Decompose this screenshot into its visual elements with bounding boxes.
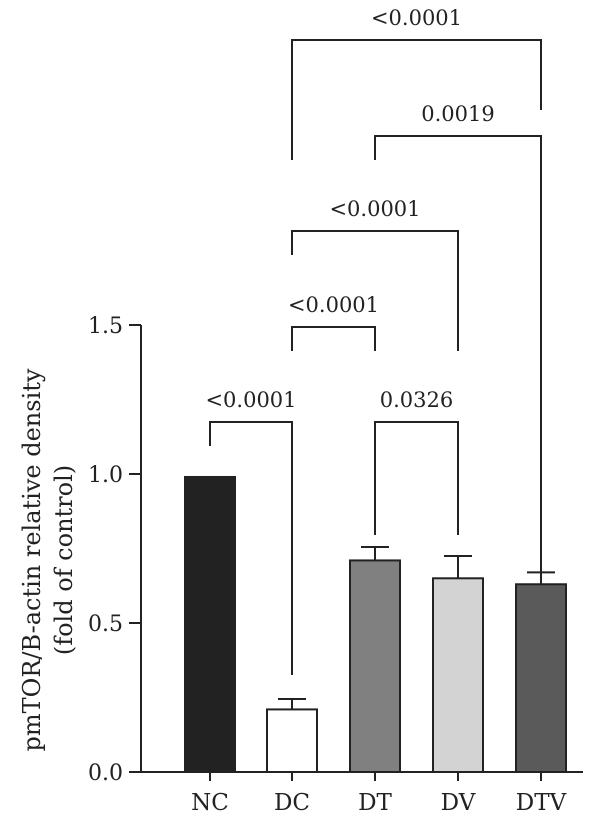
bar-dc	[266, 708, 318, 773]
x-tick-label: DC	[274, 790, 310, 816]
p-value-label: <0.0001	[288, 293, 379, 317]
y-axis-title-line2: (fold of control)	[50, 465, 78, 655]
p-value-label: <0.0001	[205, 388, 296, 412]
y-tick-label: 0.0	[88, 761, 123, 786]
significance-bracket	[374, 135, 542, 582]
bar-dt	[349, 559, 401, 773]
y-axis: 0.0 0.5 1.0 1.5	[88, 314, 142, 786]
x-tick-label: DV	[441, 790, 476, 816]
significance-bracket	[209, 421, 293, 675]
x-axis: NC DC DT DV DTV	[141, 771, 583, 816]
p-value-label: 0.0019	[421, 102, 494, 126]
p-value-label: <0.0001	[329, 197, 420, 221]
significance-bracket	[291, 39, 542, 160]
p-value-label: <0.0001	[371, 6, 462, 30]
bar-nc	[184, 475, 236, 773]
x-tick-label: DT	[358, 790, 392, 816]
error-bars	[278, 546, 555, 710]
bar-dtv	[515, 583, 567, 774]
bars	[184, 475, 567, 774]
x-tick-label: DTV	[516, 790, 567, 816]
y-axis-title: pmTOR/B-actin relative density (fold of …	[18, 368, 78, 751]
significance-bracket	[291, 326, 376, 351]
y-tick-label: 0.5	[88, 612, 123, 637]
y-tick-label: 1.5	[88, 314, 123, 339]
x-tick-label: NC	[191, 790, 229, 816]
p-value-label: 0.0326	[380, 388, 453, 412]
bar-dv	[432, 577, 484, 773]
significance-bracket	[374, 421, 459, 535]
significance-brackets: <0.0001 0.0326 <0.0001 <0.0001 0.0019 <0.0001	[205, 6, 542, 675]
y-axis-title-line1: pmTOR/B-actin relative density	[18, 368, 46, 751]
significance-bracket	[291, 230, 459, 351]
y-tick-label: 1.0	[88, 463, 123, 488]
